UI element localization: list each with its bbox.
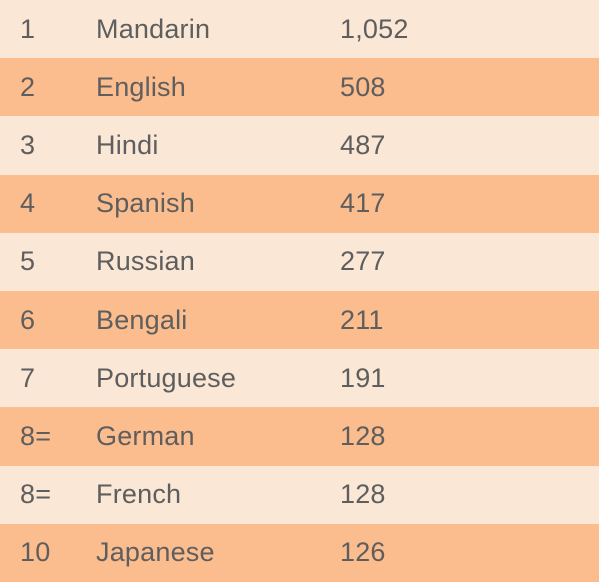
speakers-cell: 277: [340, 246, 386, 277]
rank-cell: 8=: [20, 479, 52, 510]
table-row: 2 English 508: [0, 58, 599, 117]
table-row: 5 Russian 277: [0, 232, 599, 291]
table-row: 4 Spanish 417: [0, 174, 599, 233]
speakers-cell: 1,052: [340, 13, 409, 44]
speakers-cell: 417: [340, 188, 386, 219]
speakers-cell: 211: [340, 304, 384, 335]
speakers-cell: 508: [340, 71, 386, 102]
table-row: 8= German 128: [0, 407, 599, 466]
language-cell: Hindi: [96, 129, 159, 160]
language-cell: Portuguese: [96, 362, 237, 393]
rank-cell: 10: [20, 537, 51, 568]
rank-cell: 3: [20, 129, 36, 160]
speakers-cell: 487: [340, 129, 386, 160]
language-cell: Mandarin: [96, 13, 211, 44]
language-cell: English: [96, 71, 186, 102]
language-cell: Spanish: [96, 188, 195, 219]
speakers-cell: 128: [340, 479, 386, 510]
language-cell: Russian: [96, 246, 195, 277]
table-row: 7 Portuguese 191: [0, 349, 599, 408]
rank-cell: 1: [20, 13, 36, 44]
rank-cell: 5: [20, 246, 36, 277]
rank-cell: 7: [20, 362, 36, 393]
language-cell: French: [96, 479, 182, 510]
table-row: 6 Bengali 211: [0, 290, 599, 350]
table-row: 10 Japanese 126: [0, 523, 599, 582]
table-row: 8= French 128: [0, 465, 599, 524]
table-row: 3 Hindi 487: [0, 116, 599, 175]
speakers-cell: 128: [340, 420, 386, 451]
language-cell: Bengali: [96, 304, 188, 335]
speakers-cell: 191: [340, 362, 386, 393]
rank-cell: 8=: [20, 420, 52, 451]
rank-cell: 4: [20, 188, 36, 219]
table-row: 1 Mandarin 1,052: [0, 0, 599, 59]
language-cell: German: [96, 420, 195, 451]
rank-cell: 2: [20, 71, 36, 102]
speakers-cell: 126: [340, 537, 386, 568]
language-cell: Japanese: [96, 537, 215, 568]
rank-cell: 6: [20, 304, 36, 335]
